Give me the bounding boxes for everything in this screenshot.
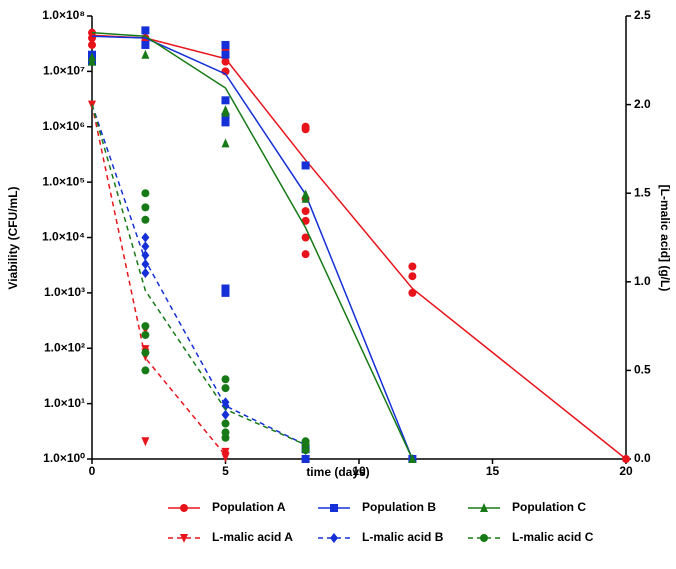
data-point bbox=[408, 272, 417, 281]
data-point bbox=[408, 262, 417, 271]
y-tick-label: 1.0×10⁰ bbox=[43, 451, 85, 465]
data-point bbox=[141, 215, 150, 224]
x-tick-label: 0 bbox=[89, 464, 96, 478]
y-tick-label: 1.0×10² bbox=[44, 340, 85, 354]
data-point bbox=[141, 241, 150, 252]
data-point bbox=[88, 40, 96, 49]
legend-marker bbox=[480, 534, 488, 542]
y-tick-label: 1.0×10⁸ bbox=[42, 8, 85, 22]
data-point bbox=[221, 57, 230, 66]
series-line bbox=[91, 104, 306, 446]
y-tick-label: 1.0×10⁵ bbox=[42, 174, 85, 188]
data-point bbox=[221, 419, 230, 428]
x-axis-label: time (days) bbox=[306, 465, 369, 479]
y2-tick-label: 2.5 bbox=[634, 8, 651, 22]
legend-label: Population A bbox=[212, 500, 286, 514]
x-tick-label: 15 bbox=[486, 464, 500, 478]
y2-tick-label: 0.0 bbox=[634, 451, 651, 465]
data-point bbox=[141, 203, 150, 212]
legend-marker bbox=[180, 534, 188, 543]
data-point bbox=[141, 348, 150, 357]
data-point bbox=[141, 267, 150, 278]
legend-label: Population C bbox=[512, 500, 586, 514]
data-point bbox=[301, 233, 310, 242]
data-point bbox=[141, 322, 150, 331]
data-point bbox=[221, 284, 230, 293]
data-point bbox=[141, 437, 150, 447]
data-point bbox=[301, 193, 310, 203]
x-tick-label: 20 bbox=[619, 464, 633, 478]
data-point bbox=[301, 161, 310, 170]
data-point bbox=[141, 330, 150, 339]
data-point bbox=[622, 455, 630, 463]
y2-axis-label: [L-malic acid] (g/L) bbox=[658, 185, 672, 292]
series-line bbox=[91, 104, 227, 456]
y2-tick-label: 1.5 bbox=[634, 185, 651, 199]
data-point bbox=[141, 250, 150, 261]
data-point bbox=[301, 207, 310, 216]
data-point bbox=[221, 118, 230, 127]
data-point bbox=[141, 259, 150, 270]
data-point bbox=[221, 453, 230, 463]
data-point bbox=[141, 40, 150, 49]
data-point bbox=[301, 446, 310, 455]
data-point bbox=[141, 366, 150, 375]
legend-marker bbox=[330, 504, 338, 512]
y2-tick-label: 2.0 bbox=[634, 97, 651, 111]
y2-tick-label: 0.5 bbox=[634, 363, 651, 377]
y-tick-label: 1.0×10¹ bbox=[44, 396, 85, 410]
data-point bbox=[88, 34, 96, 43]
data-point bbox=[301, 250, 310, 259]
data-point bbox=[408, 454, 417, 463]
data-point bbox=[221, 384, 230, 393]
data-point bbox=[141, 49, 150, 59]
legend-marker bbox=[330, 533, 338, 543]
y-tick-label: 1.0×10⁴ bbox=[42, 230, 85, 244]
legend-label: L-malic acid A bbox=[212, 530, 293, 544]
legend-label: L-malic acid B bbox=[362, 530, 444, 544]
legend-label: L-malic acid C bbox=[512, 530, 594, 544]
series-line bbox=[91, 34, 627, 460]
y2-tick-label: 1.0 bbox=[634, 274, 651, 288]
data-point bbox=[221, 409, 230, 420]
data-point bbox=[221, 107, 230, 117]
data-point bbox=[221, 288, 230, 297]
series-line bbox=[91, 31, 414, 460]
data-point bbox=[221, 96, 230, 105]
data-point bbox=[88, 52, 96, 62]
y-tick-label: 1.0×10⁷ bbox=[43, 64, 85, 78]
data-point bbox=[221, 400, 230, 411]
x-tick-label: 10 bbox=[352, 464, 366, 478]
data-point bbox=[141, 232, 150, 243]
data-point bbox=[221, 40, 230, 49]
x-tick-label: 5 bbox=[222, 464, 229, 478]
data-point bbox=[221, 112, 230, 121]
data-point bbox=[141, 189, 150, 198]
data-point bbox=[221, 138, 230, 148]
y-tick-label: 1.0×10³ bbox=[44, 285, 85, 299]
legend-label: Population B bbox=[362, 500, 436, 514]
data-point bbox=[221, 433, 230, 442]
data-point bbox=[301, 125, 310, 134]
y-tick-label: 1.0×10⁶ bbox=[42, 119, 85, 133]
data-point bbox=[301, 455, 310, 463]
legend-marker bbox=[180, 504, 188, 512]
data-point bbox=[141, 26, 150, 35]
legend-marker bbox=[480, 503, 488, 512]
data-point bbox=[221, 50, 230, 59]
series-line bbox=[91, 104, 306, 446]
data-point bbox=[221, 375, 230, 384]
y-axis-label: Viability (CFU/mL) bbox=[6, 186, 20, 289]
data-point bbox=[408, 288, 417, 297]
series-line bbox=[91, 35, 414, 460]
